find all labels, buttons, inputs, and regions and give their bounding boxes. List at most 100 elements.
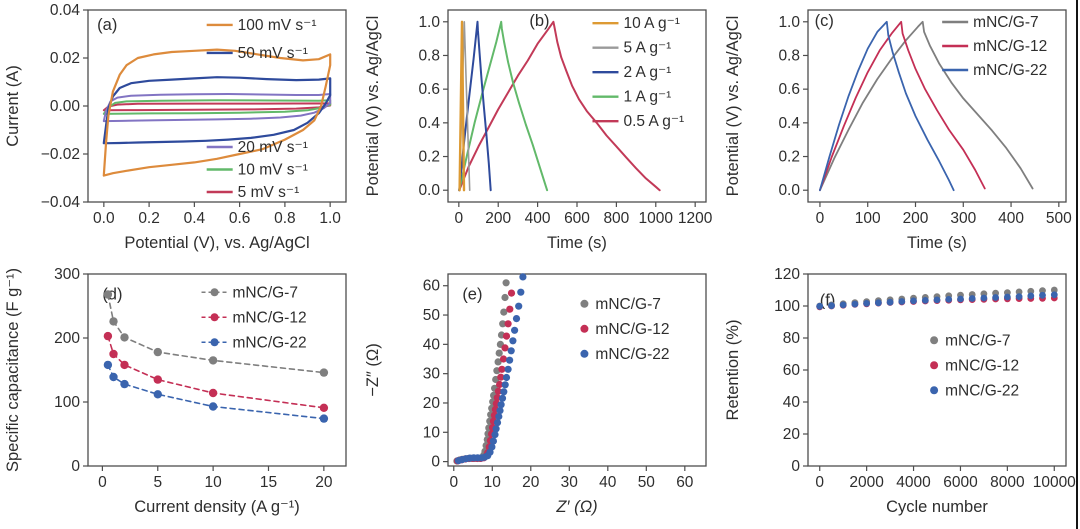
svg-text:0.8: 0.8: [778, 47, 800, 64]
svg-text:2 A g⁻¹: 2 A g⁻¹: [623, 64, 671, 81]
svg-text:0.0: 0.0: [778, 182, 800, 199]
svg-text:2000: 2000: [849, 474, 884, 491]
svg-text:200: 200: [903, 210, 929, 227]
svg-text:1.0: 1.0: [319, 210, 341, 227]
panel-b-gcd-rates-chart: 0 200 400 600 800 1000 1200 0.0 0.2 0.4 0.6 0.8 1.0 T…: [364, 9, 713, 252]
svg-text:(d): (d): [102, 286, 122, 304]
svg-text:600: 600: [564, 210, 590, 227]
svg-text:mNC/G-7: mNC/G-7: [595, 296, 660, 313]
svg-text:−0.04: −0.04: [41, 194, 81, 211]
svg-text:(b): (b): [529, 12, 549, 30]
svg-text:Current density (A g⁻¹): Current density (A g⁻¹): [134, 498, 300, 516]
svg-text:8000: 8000: [990, 474, 1025, 491]
svg-text:0.2: 0.2: [778, 149, 800, 166]
svg-text:10 A g⁻¹: 10 A g⁻¹: [623, 15, 679, 32]
svg-text:100: 100: [855, 210, 881, 227]
svg-text:−0.02: −0.02: [41, 146, 80, 163]
svg-text:80: 80: [783, 330, 801, 347]
svg-text:200: 200: [54, 330, 80, 347]
svg-text:60: 60: [423, 278, 441, 295]
svg-text:400: 400: [998, 210, 1024, 227]
svg-text:0.2: 0.2: [418, 149, 440, 166]
svg-text:10: 10: [423, 424, 441, 441]
svg-text:30: 30: [561, 474, 579, 491]
svg-text:20: 20: [423, 395, 441, 412]
svg-text:0.6: 0.6: [418, 81, 440, 98]
svg-text:0: 0: [815, 474, 824, 491]
svg-text:Retention (%): Retention (%): [724, 320, 742, 421]
svg-text:40: 40: [423, 336, 441, 353]
scan-edge-line: [1076, 0, 1078, 529]
svg-text:mNC/G-7: mNC/G-7: [973, 14, 1038, 31]
svg-text:10000: 10000: [1033, 474, 1076, 491]
svg-text:1.0: 1.0: [778, 14, 800, 31]
svg-text:0.4: 0.4: [184, 210, 206, 227]
svg-text:mNC/G-22: mNC/G-22: [973, 62, 1047, 79]
svg-text:Potential (V) vs. Ag/AgCl: Potential (V) vs. Ag/AgCl: [364, 16, 382, 197]
panel-c-gcd-samples-chart: 0 100 200 300 400 500 0.0 0.2 0.4 0.6 0.8 1.0 Time (…: [724, 9, 1072, 252]
panel-e-nyquist-chart: 0 10 20 30 40 50 60 0 10 20 30 40 50 60 Z′ (Ω) −Z″ (Ω) (…: [364, 273, 707, 516]
svg-text:0.0: 0.0: [93, 210, 115, 227]
svg-text:20: 20: [783, 426, 801, 443]
svg-text:Potential (V) vs. Ag/AgCl: Potential (V) vs. Ag/AgCl: [724, 16, 742, 197]
svg-text:1.0: 1.0: [418, 14, 440, 31]
svg-text:5 A g⁻¹: 5 A g⁻¹: [623, 40, 671, 57]
svg-text:0.04: 0.04: [50, 2, 81, 19]
svg-text:(e): (e): [462, 286, 482, 304]
svg-text:0.4: 0.4: [778, 115, 800, 132]
svg-text:mNC/G-22: mNC/G-22: [233, 334, 307, 351]
svg-text:100: 100: [774, 298, 800, 315]
svg-text:20: 20: [522, 474, 540, 491]
svg-text:60: 60: [676, 474, 694, 491]
svg-text:400: 400: [525, 210, 551, 227]
svg-text:5 mV s⁻¹: 5 mV s⁻¹: [238, 184, 300, 201]
svg-text:0: 0: [98, 474, 107, 491]
svg-text:10: 10: [484, 474, 502, 491]
svg-text:30: 30: [423, 366, 441, 383]
svg-text:20: 20: [315, 474, 333, 491]
svg-text:0: 0: [449, 474, 458, 491]
svg-text:0.0: 0.0: [418, 182, 440, 199]
svg-text:mNC/G-7: mNC/G-7: [945, 332, 1010, 349]
svg-text:0: 0: [791, 458, 800, 475]
svg-text:800: 800: [603, 210, 629, 227]
svg-text:100 mV s⁻¹: 100 mV s⁻¹: [238, 17, 317, 34]
svg-text:20 mV s⁻¹: 20 mV s⁻¹: [238, 139, 308, 156]
svg-text:Time (s): Time (s): [907, 234, 967, 252]
svg-text:1000: 1000: [639, 210, 674, 227]
svg-text:Time (s): Time (s): [547, 234, 607, 252]
svg-text:0.6: 0.6: [778, 81, 800, 98]
svg-text:mNC/G-7: mNC/G-7: [233, 284, 298, 301]
svg-text:0.8: 0.8: [274, 210, 296, 227]
svg-text:Z′ (Ω): Z′ (Ω): [555, 498, 597, 516]
svg-text:50: 50: [638, 474, 656, 491]
svg-text:0.4: 0.4: [418, 115, 440, 132]
svg-text:60: 60: [783, 362, 801, 379]
svg-text:50: 50: [423, 307, 441, 324]
svg-text:−Z″ (Ω): −Z″ (Ω): [364, 343, 382, 396]
svg-text:300: 300: [950, 210, 976, 227]
svg-text:50 mV s⁻¹: 50 mV s⁻¹: [238, 45, 308, 62]
svg-text:0: 0: [816, 210, 825, 227]
svg-text:5: 5: [153, 474, 162, 491]
svg-text:mNC/G-12: mNC/G-12: [595, 321, 669, 338]
svg-text:40: 40: [783, 394, 801, 411]
svg-text:mNC/G-12: mNC/G-12: [973, 38, 1047, 55]
svg-text:(a): (a): [97, 16, 117, 34]
svg-text:mNC/G-22: mNC/G-22: [945, 382, 1019, 399]
svg-text:0: 0: [71, 458, 80, 475]
svg-text:15: 15: [260, 474, 277, 491]
svg-text:mNC/G-12: mNC/G-12: [945, 357, 1019, 374]
svg-text:120: 120: [774, 266, 800, 283]
svg-text:mNC/G-12: mNC/G-12: [233, 309, 307, 326]
svg-text:0.5 A g⁻¹: 0.5 A g⁻¹: [623, 113, 684, 130]
panel-f-retention-chart: 0 2000 4000 6000 8000 10000 0 20 40 60 80 100 120 Cyc…: [724, 266, 1076, 516]
svg-text:10: 10: [204, 474, 222, 491]
svg-text:1 A g⁻¹: 1 A g⁻¹: [623, 89, 671, 106]
svg-text:0.02: 0.02: [50, 50, 80, 67]
svg-text:300: 300: [54, 266, 80, 283]
svg-text:200: 200: [485, 210, 511, 227]
svg-text:40: 40: [599, 474, 617, 491]
